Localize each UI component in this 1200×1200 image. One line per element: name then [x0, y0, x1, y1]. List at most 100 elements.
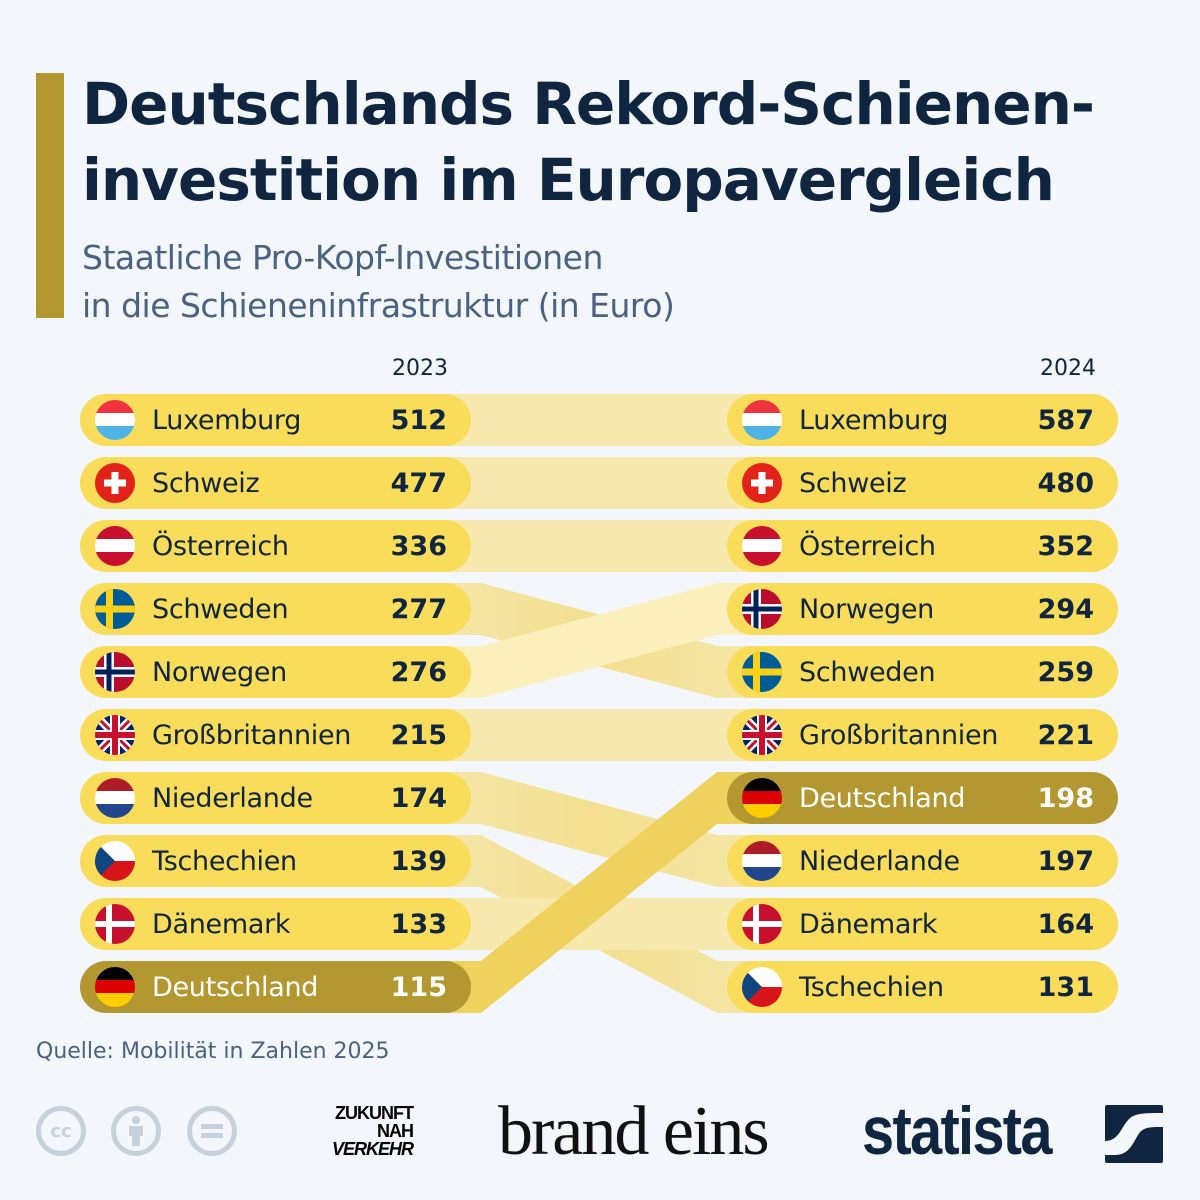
country-row-niederlande-2023: Niederlande 174	[80, 772, 471, 824]
country-name: Norwegen	[799, 593, 934, 625]
country-row-danemark-2024: Dänemark 164	[727, 898, 1118, 950]
ribbon-grossbritannien	[441, 709, 757, 761]
zukunft-nahverkehr-logo: ZUKUNFT NAH VERKEHR	[332, 1103, 414, 1159]
country-row-grossbritannien-2023: Großbritannien 215	[80, 709, 471, 761]
ribbon-schweiz	[441, 457, 757, 509]
cc-attribution-icon[interactable]	[111, 1106, 161, 1156]
flag-no-icon	[742, 589, 782, 629]
country-row-norwegen-2024: Norwegen 294	[727, 583, 1118, 635]
logo-line-2: NAH	[377, 1121, 414, 1141]
country-row-danemark-2023: Dänemark 133	[80, 898, 471, 950]
flag-de-icon	[95, 967, 135, 1007]
country-value: 587	[1037, 404, 1094, 436]
country-value: 174	[390, 782, 447, 814]
flag-de-icon	[742, 778, 782, 818]
country-name: Großbritannien	[799, 719, 999, 751]
country-name: Norwegen	[152, 656, 287, 688]
flag-nl-icon	[95, 778, 135, 818]
country-row-tschechien-2023: Tschechien 139	[80, 835, 471, 887]
country-row-luxemburg-2024: Luxemburg 587	[727, 394, 1118, 446]
country-value: 131	[1037, 971, 1094, 1003]
country-value: 259	[1037, 656, 1094, 688]
country-name: Österreich	[799, 530, 936, 562]
country-value: 164	[1037, 908, 1094, 940]
flag-gb-icon	[742, 715, 782, 755]
flag-gb-icon	[95, 715, 135, 755]
country-row-niederlande-2024: Niederlande 197	[727, 835, 1118, 887]
country-name: Luxemburg	[799, 404, 949, 436]
country-row-norwegen-2023: Norwegen 276	[80, 646, 471, 698]
country-name: Dänemark	[152, 908, 291, 940]
flag-dk-icon	[95, 904, 135, 944]
country-row-deutschland-2024: Deutschland 198	[727, 772, 1118, 824]
country-value: 133	[390, 908, 447, 940]
flag-lu-icon	[95, 400, 135, 440]
column-header-2023: 2023	[392, 356, 448, 381]
ribbon-norwegen	[441, 583, 757, 698]
cc-license-icon[interactable]: cc	[36, 1106, 86, 1156]
flag-dk-icon	[742, 904, 782, 944]
flag-cz-icon	[95, 841, 135, 881]
subtitle-line-2: in die Schieneninfrastruktur (in Euro)	[82, 286, 675, 325]
title-line-2: investition im Europavergleich	[82, 146, 1055, 214]
flag-cz-icon	[742, 967, 782, 1007]
country-value: 221	[1037, 719, 1094, 751]
country-value: 512	[390, 404, 447, 436]
flag-ch-icon	[742, 463, 782, 503]
ribbon-niederlande	[441, 772, 757, 887]
country-name: Dänemark	[799, 908, 938, 940]
flag-no-icon	[95, 652, 135, 692]
country-name: Österreich	[152, 530, 289, 562]
country-value: 294	[1037, 593, 1094, 625]
chart-title: Deutschlands Rekord-Schienen- investitio…	[82, 66, 1095, 218]
country-row-grossbritannien-2024: Großbritannien 221	[727, 709, 1118, 761]
flag-se-icon	[742, 652, 782, 692]
title-line-1: Deutschlands Rekord-Schienen-	[82, 70, 1095, 138]
brandeins-logo: brand eins	[498, 1093, 770, 1170]
flag-at-icon	[95, 526, 135, 566]
ribbon-luxemburg	[441, 394, 757, 446]
statista-logo: statista	[862, 1093, 1052, 1169]
country-row-osterreich-2024: Österreich 352	[727, 520, 1118, 572]
country-value: 276	[390, 656, 447, 688]
country-name: Schweden	[799, 656, 936, 688]
country-row-deutschland-2023: Deutschland 115	[80, 961, 471, 1013]
country-value: 336	[390, 530, 447, 562]
country-name: Großbritannien	[152, 719, 352, 751]
column-header-2024: 2024	[1040, 356, 1096, 381]
country-row-tschechien-2024: Tschechien 131	[727, 961, 1118, 1013]
flag-nl-icon	[742, 841, 782, 881]
country-name: Schweiz	[152, 467, 260, 499]
country-name: Schweiz	[799, 467, 907, 499]
flag-lu-icon	[742, 400, 782, 440]
flag-at-icon	[742, 526, 782, 566]
cc-noderivs-icon[interactable]	[187, 1106, 237, 1156]
logo-line-3: VERKEHR	[332, 1139, 414, 1159]
source-note: Quelle: Mobilität in Zahlen 2025	[36, 1039, 390, 1064]
country-row-schweden-2023: Schweden 277	[80, 583, 471, 635]
country-value: 477	[390, 467, 447, 499]
country-row-schweiz-2024: Schweiz 480	[727, 457, 1118, 509]
statista-mark-icon	[1105, 1105, 1163, 1163]
ribbon-deutschland	[441, 772, 757, 1013]
country-value: 115	[390, 971, 447, 1003]
country-row-osterreich-2023: Österreich 336	[80, 520, 471, 572]
country-row-schweden-2024: Schweden 259	[727, 646, 1118, 698]
country-name: Schweden	[152, 593, 289, 625]
country-name: Tschechien	[799, 971, 944, 1003]
flag-se-icon	[95, 589, 135, 629]
country-name: Luxemburg	[152, 404, 302, 436]
country-row-schweiz-2023: Schweiz 477	[80, 457, 471, 509]
country-value: 215	[390, 719, 447, 751]
title-accent-bar	[36, 73, 64, 318]
logo-line-1: ZUKUNFT	[335, 1103, 414, 1123]
country-name: Niederlande	[152, 782, 313, 814]
country-name: Deutschland	[799, 782, 966, 814]
country-value: 197	[1037, 845, 1094, 877]
ribbon-osterreich	[441, 520, 757, 572]
flag-ch-icon	[95, 463, 135, 503]
country-value: 277	[390, 593, 447, 625]
country-value: 139	[390, 845, 447, 877]
country-name: Niederlande	[799, 845, 960, 877]
